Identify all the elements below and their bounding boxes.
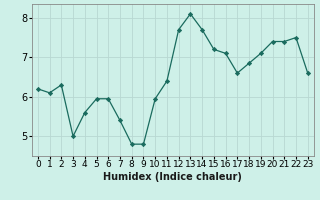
X-axis label: Humidex (Indice chaleur): Humidex (Indice chaleur)	[103, 172, 242, 182]
